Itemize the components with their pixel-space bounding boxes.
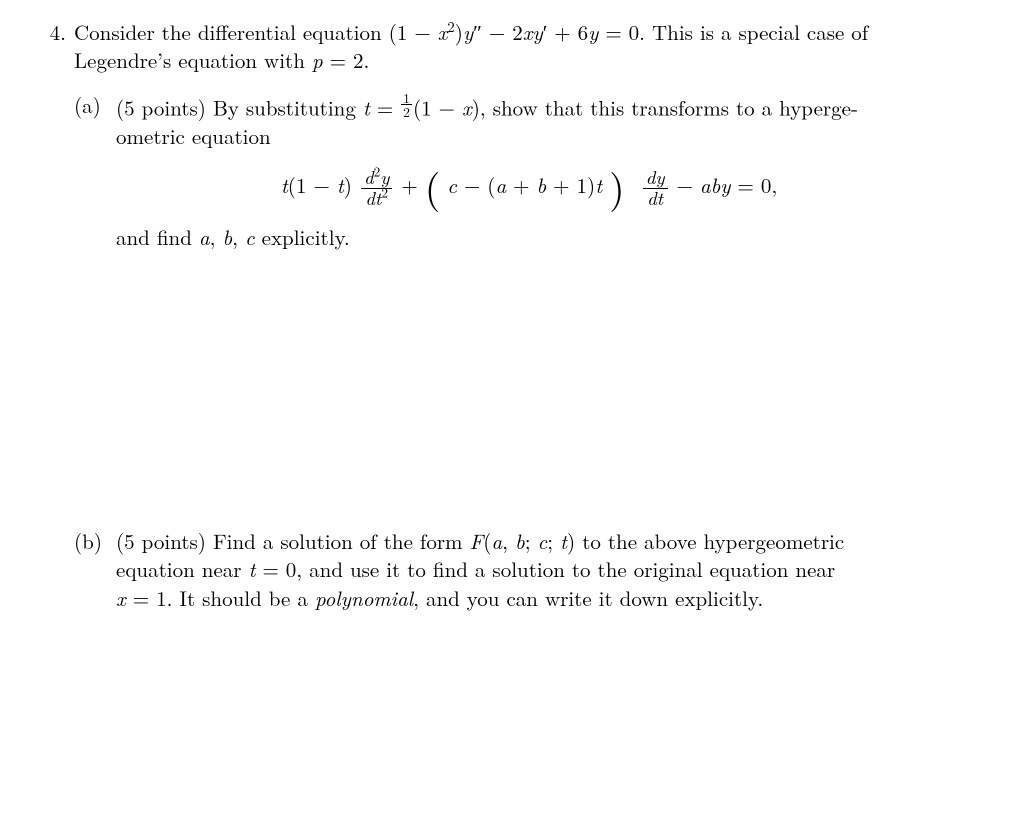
page: 4. Consider the differential equation (1… xyxy=(0,0,1024,640)
text: equation near xyxy=(116,554,249,584)
text: (5 points) By substituting xyxy=(116,92,363,122)
part-a: (a) (5 points) By substituting t = 12(1 … xyxy=(74,91,984,150)
eq-eq0: = 0, xyxy=(731,170,778,200)
text: Consider the differential equation (1 − xyxy=(74,17,438,47)
frac-half: 12 xyxy=(401,91,412,119)
text: ) xyxy=(455,17,463,47)
text: explicitly. xyxy=(255,222,350,252)
hypergeometric-equation: t(1 − t) d2y dt2 + ( c − (a + b + 1)t ) … xyxy=(74,168,984,209)
problem-number: 4. xyxy=(20,18,74,46)
part-b-container: (b) (5 points) Find a solution of the fo… xyxy=(74,527,984,612)
part-a-body: (5 points) By substituting t = 12(1 − x)… xyxy=(116,91,984,150)
text: Legendre’s equation with xyxy=(74,45,312,75)
text: + 6 xyxy=(547,17,588,47)
part-b: (b) (5 points) Find a solution of the fo… xyxy=(74,527,984,612)
eq-c: c xyxy=(447,170,457,200)
frac-d2y-dt2: d2y dt2 xyxy=(361,168,392,209)
polynomial-emph: polynomial xyxy=(315,583,413,613)
part-b-body: (5 points) Find a solution of the form F… xyxy=(116,527,984,612)
text: , and you can write it down explicitly. xyxy=(413,583,763,613)
vertical-gap xyxy=(20,251,984,511)
text: (1 − xyxy=(413,92,462,122)
part-a-label: (a) xyxy=(74,91,116,119)
part-a-container: (a) (5 points) By substituting t = 12(1 … xyxy=(74,91,984,251)
eq-text: ) xyxy=(344,170,352,200)
text: − 2 xyxy=(482,17,523,47)
text: ) to the above hypergeometric xyxy=(567,526,844,556)
text: = 0, and use it to find a solution to th… xyxy=(255,554,835,584)
part-b-label: (b) xyxy=(74,527,116,555)
problem-4: 4. Consider the differential equation (1… xyxy=(20,18,984,75)
text: = 1. It should be a xyxy=(126,583,315,613)
eq-plus: + xyxy=(401,170,424,200)
eq-text: (1 − xyxy=(288,170,337,200)
rparen-icon: ) xyxy=(609,172,625,200)
text: and find xyxy=(116,222,199,252)
eq-text: − ( xyxy=(457,170,496,200)
problem-body: Consider the differential equation (1 − … xyxy=(74,18,984,75)
text: = xyxy=(370,92,400,122)
eq-minus: − xyxy=(677,170,700,200)
frac-dy-dt: dy dt xyxy=(643,168,668,209)
eq-t: t xyxy=(281,170,288,200)
text: = 0. This is a special case of xyxy=(598,17,868,47)
text: ), show that this transforms to a hyperg… xyxy=(472,92,858,122)
text: (5 points) Find a solution of the form xyxy=(116,526,470,556)
part-a-tail: and find a, b, c explicitly. xyxy=(116,223,984,251)
text: ometric equation xyxy=(116,121,271,151)
text: = 2. xyxy=(323,45,370,75)
lparen-icon: ( xyxy=(425,172,441,200)
